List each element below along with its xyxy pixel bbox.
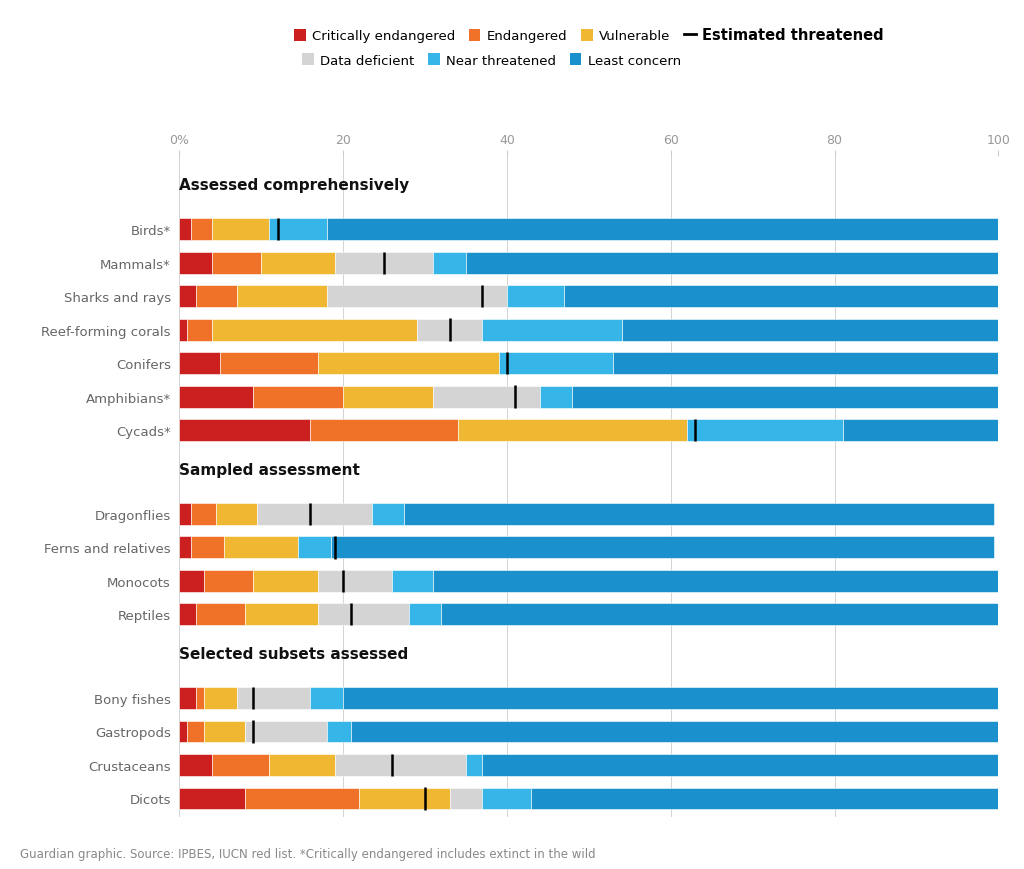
Bar — [310, 420, 458, 441]
Bar — [372, 503, 404, 525]
Legend: Critically endangered, Endangered, Vulnerable, Estimated threatened: Critically endangered, Endangered, Vulne… — [294, 29, 884, 43]
Bar — [482, 754, 998, 776]
Bar — [179, 387, 253, 408]
Bar — [482, 787, 531, 809]
Bar — [343, 687, 998, 709]
Bar — [191, 219, 212, 241]
Bar — [220, 353, 318, 375]
Bar — [540, 387, 572, 408]
Bar — [179, 286, 196, 308]
Bar — [318, 604, 409, 626]
Bar — [212, 320, 417, 342]
Bar — [359, 787, 450, 809]
Bar — [310, 687, 343, 709]
Bar — [572, 387, 998, 408]
Bar — [179, 687, 196, 709]
Bar — [257, 503, 372, 525]
Bar — [179, 604, 196, 626]
Bar — [433, 387, 540, 408]
Bar — [392, 570, 433, 592]
Bar — [269, 219, 327, 241]
Bar — [179, 420, 310, 441]
Bar — [179, 253, 212, 275]
Bar — [212, 754, 269, 776]
Bar — [179, 537, 191, 559]
Bar — [335, 754, 466, 776]
Bar — [237, 286, 327, 308]
Bar — [204, 720, 245, 742]
Bar — [179, 720, 187, 742]
Bar — [531, 787, 998, 809]
Bar — [507, 286, 564, 308]
Bar — [269, 754, 335, 776]
Bar — [482, 320, 622, 342]
Bar — [253, 570, 318, 592]
Bar — [224, 537, 298, 559]
Bar — [466, 253, 998, 275]
Bar — [458, 420, 687, 441]
Bar — [327, 286, 507, 308]
Bar — [179, 353, 220, 375]
Bar — [196, 604, 245, 626]
Bar — [196, 286, 237, 308]
Bar — [187, 720, 204, 742]
Bar — [253, 387, 343, 408]
Bar — [179, 503, 191, 525]
Bar — [204, 687, 237, 709]
Bar — [417, 320, 482, 342]
Bar — [409, 604, 441, 626]
Bar — [327, 720, 351, 742]
Bar — [237, 687, 310, 709]
Bar — [298, 537, 331, 559]
Bar — [843, 420, 998, 441]
Bar — [327, 219, 998, 241]
Bar — [564, 286, 998, 308]
Bar — [245, 604, 318, 626]
Bar — [212, 219, 269, 241]
Bar — [404, 503, 994, 525]
Bar — [179, 320, 187, 342]
Bar — [318, 353, 499, 375]
Bar — [204, 570, 253, 592]
Bar — [179, 787, 245, 809]
Bar — [335, 253, 433, 275]
Bar — [245, 787, 359, 809]
Bar — [343, 387, 433, 408]
Bar — [187, 320, 212, 342]
Text: Assessed comprehensively: Assessed comprehensively — [179, 178, 410, 193]
Text: Sampled assessment: Sampled assessment — [179, 462, 360, 477]
Bar — [191, 503, 216, 525]
Bar — [433, 253, 466, 275]
Legend: Data deficient, Near threatened, Least concern: Data deficient, Near threatened, Least c… — [302, 55, 681, 68]
Bar — [441, 604, 998, 626]
Bar — [212, 253, 261, 275]
Bar — [179, 754, 212, 776]
Bar — [613, 353, 998, 375]
Bar — [331, 537, 994, 559]
Bar — [433, 570, 998, 592]
Bar — [196, 687, 204, 709]
Bar — [245, 720, 327, 742]
Bar — [318, 570, 392, 592]
Text: Guardian graphic. Source: IPBES, IUCN red list. *Critically endangered includes : Guardian graphic. Source: IPBES, IUCN re… — [20, 847, 596, 860]
Bar — [179, 219, 191, 241]
Bar — [499, 353, 613, 375]
Bar — [687, 420, 843, 441]
Bar — [191, 537, 224, 559]
Bar — [622, 320, 998, 342]
Bar — [261, 253, 335, 275]
Bar — [466, 754, 482, 776]
Bar — [450, 787, 482, 809]
Bar — [179, 570, 204, 592]
Bar — [216, 503, 257, 525]
Text: Selected subsets assessed: Selected subsets assessed — [179, 647, 409, 661]
Bar — [351, 720, 998, 742]
